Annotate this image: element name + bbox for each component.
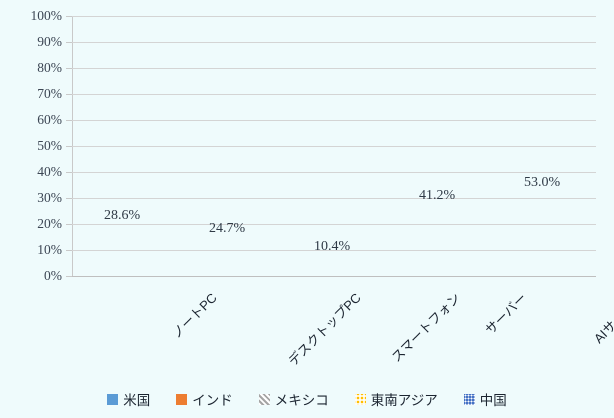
legend-label: 米国 [123,393,151,408]
gridline [72,120,596,121]
bars: 28.6% 24.7% 10.4% 41.2% 53.0% [72,16,596,276]
square-dotted-darkblue-icon [463,393,475,405]
y-tick-label: 30% [37,190,62,205]
y-tick-mark [66,276,72,277]
data-label-server: 41.2% [419,188,456,203]
y-tick-label: 40% [37,164,62,179]
y-tick-mark [66,224,72,225]
square-checker-yellow-icon [354,393,366,405]
gridline [72,42,596,43]
square-dotted-orange-icon [176,393,188,405]
x-axis-line [72,276,596,277]
data-label-ai-server: 53.0% [524,175,561,190]
gridline [72,250,596,251]
legend-item-us[interactable]: 米国 [107,389,150,409]
y-tick-label: 50% [37,138,62,153]
legend-item-india[interactable]: インド [176,389,233,409]
legend-label: インド [192,393,233,408]
legend-item-mexico[interactable]: メキシコ [258,389,329,409]
legend-label: 東南アジア [370,393,438,408]
square-solid-blue-icon [107,393,119,405]
legend-item-china[interactable]: 中国 [463,389,507,409]
gridline [72,68,596,69]
y-tick-label: 60% [37,112,62,127]
x-axis: ノートPC デスクトップPC スマートフォン サーバー AIサーバー [72,280,614,380]
y-tick-label: 0% [44,268,62,283]
y-tick-mark [66,146,72,147]
data-label-note-pc: 28.6% [104,208,141,223]
x-label-smartphone: スマートフォン [388,290,464,365]
x-label-server: サーバー [482,290,530,338]
y-tick-label: 70% [37,86,62,101]
gridline [72,198,596,199]
gridline [72,16,596,17]
data-label-desktop-pc: 24.7% [209,221,246,236]
square-hatched-gray-icon [258,393,270,405]
y-tick-mark [66,42,72,43]
y-tick-mark [66,120,72,121]
y-tick-mark [66,198,72,199]
legend-label: 中国 [479,393,507,408]
gridline [72,172,596,173]
gridline [72,224,596,225]
y-tick-label: 100% [30,8,63,23]
y-tick-label: 10% [37,242,62,257]
y-tick-mark [66,172,72,173]
legend-label: メキシコ [274,393,329,408]
y-tick-mark [66,94,72,95]
plot-area: 28.6% 24.7% 10.4% 41.2% 53.0% [72,16,596,277]
gridline [72,146,596,147]
y-tick-mark [66,16,72,17]
gridline [72,94,596,95]
y-tick-label: 90% [37,34,62,49]
y-tick-mark [66,250,72,251]
x-label-note-pc: ノートPC [168,290,220,342]
y-tick-mark [66,68,72,69]
data-label-smartphone: 10.4% [314,239,351,254]
y-tick-label: 20% [37,216,62,231]
y-tick-label: 80% [37,60,62,75]
legend-item-sea[interactable]: 東南アジア [354,389,438,409]
x-label-ai-server: AIサーバー [590,290,614,347]
x-label-desktop-pc: デスクトップPC [285,290,364,369]
legend: 米国 インド メキシコ 東南アジア 中国 [0,388,614,410]
